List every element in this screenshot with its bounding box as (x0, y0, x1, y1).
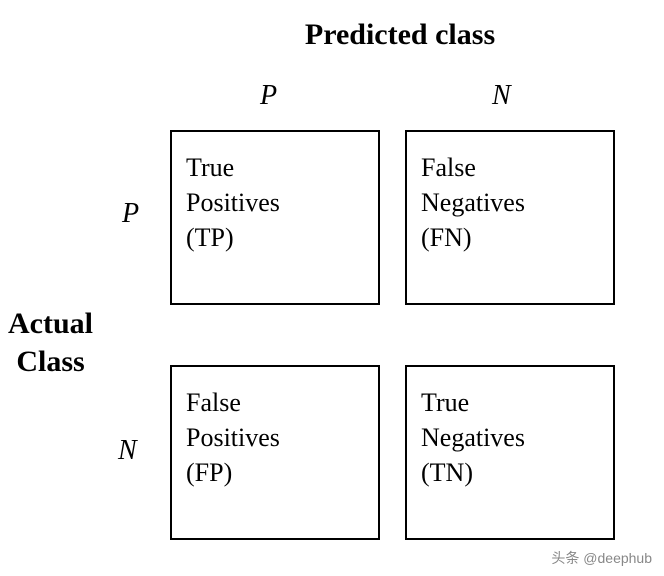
actual-class-header: Actual Class (8, 305, 93, 380)
cell-fn-line3: (FN) (421, 223, 472, 252)
cell-fp-line2: Positives (186, 423, 280, 452)
actual-class-line2: Class (16, 345, 84, 378)
confusion-matrix-diagram: Predicted class P N Actual Class P N Tru… (0, 0, 664, 576)
cell-tn-line3: (TN) (421, 458, 473, 487)
cell-true-positives: True Positives (TP) (170, 130, 380, 305)
row-header-n: N (118, 435, 137, 467)
cell-fn-line2: Negatives (421, 188, 525, 217)
col-header-p: P (260, 80, 277, 112)
cell-tp-line3: (TP) (186, 223, 234, 252)
predicted-class-header: Predicted class (180, 18, 620, 52)
row-header-p: P (122, 198, 139, 230)
cell-false-negatives: False Negatives (FN) (405, 130, 615, 305)
cell-true-negatives: True Negatives (TN) (405, 365, 615, 540)
cell-tn-line2: Negatives (421, 423, 525, 452)
cell-tn-line1: True (421, 388, 469, 417)
cell-tp-line1: True (186, 153, 234, 182)
cell-fp-line1: False (186, 388, 241, 417)
cell-tp-line2: Positives (186, 188, 280, 217)
col-header-n: N (492, 80, 511, 112)
cell-fn-line1: False (421, 153, 476, 182)
watermark-text: 头条 @deephub (551, 548, 652, 568)
cell-fp-line3: (FP) (186, 458, 232, 487)
actual-class-line1: Actual (8, 307, 93, 340)
cell-false-positives: False Positives (FP) (170, 365, 380, 540)
